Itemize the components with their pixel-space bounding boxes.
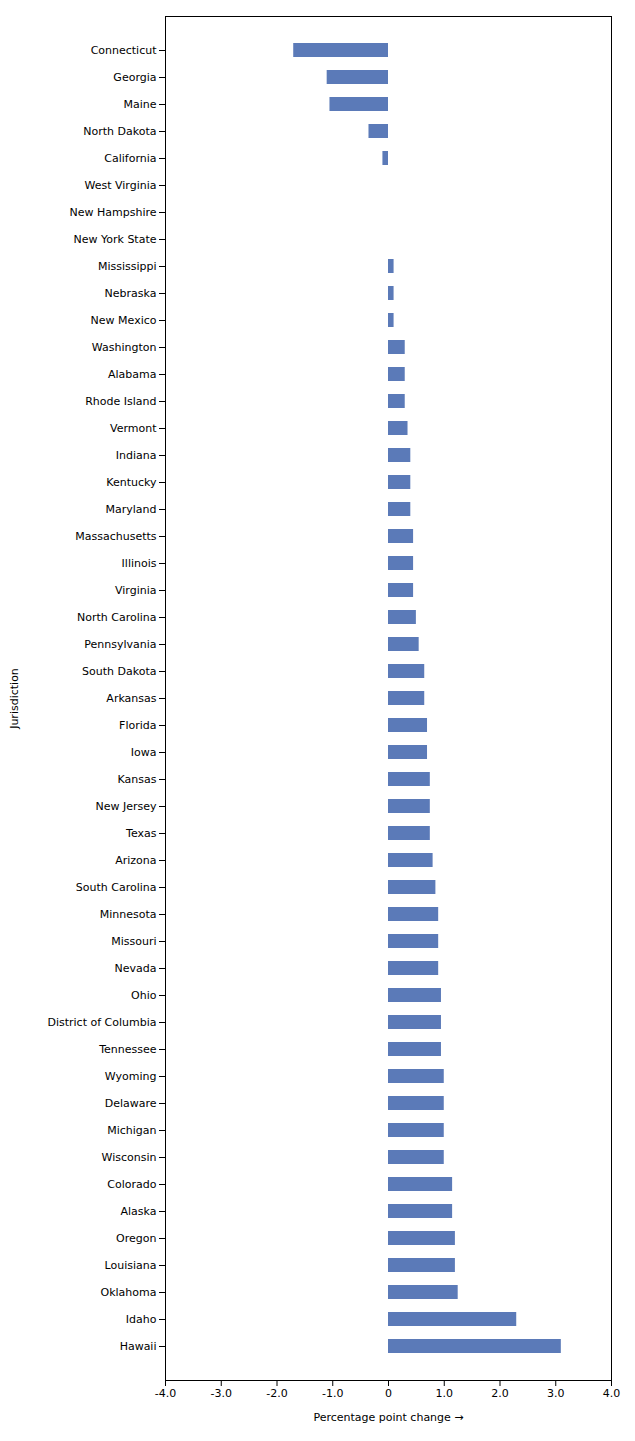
- svg-text:0: 0: [385, 1387, 392, 1400]
- svg-text:Alabama: Alabama: [108, 368, 157, 381]
- svg-text:3.0: 3.0: [547, 1387, 565, 1400]
- svg-text:New Hampshire: New Hampshire: [69, 206, 156, 219]
- svg-text:2.0: 2.0: [491, 1387, 509, 1400]
- svg-text:Pennsylvania: Pennsylvania: [84, 638, 156, 651]
- svg-text:-1.0: -1.0: [322, 1387, 343, 1400]
- svg-text:North Carolina: North Carolina: [77, 611, 157, 624]
- svg-text:Colorado: Colorado: [107, 1178, 156, 1191]
- svg-text:Massachusetts: Massachusetts: [75, 530, 157, 543]
- svg-text:North Dakota: North Dakota: [83, 125, 156, 138]
- svg-text:West Virginia: West Virginia: [84, 179, 156, 192]
- svg-text:Wisconsin: Wisconsin: [102, 1151, 157, 1164]
- svg-text:South Carolina: South Carolina: [76, 881, 157, 894]
- svg-text:Wyoming: Wyoming: [105, 1070, 157, 1083]
- svg-text:Indiana: Indiana: [116, 449, 157, 462]
- svg-text:Florida: Florida: [119, 719, 156, 732]
- svg-text:Iowa: Iowa: [131, 746, 157, 759]
- svg-text:Ohio: Ohio: [131, 989, 157, 1002]
- svg-text:Washington: Washington: [92, 341, 157, 354]
- svg-text:Minnesota: Minnesota: [100, 908, 157, 921]
- svg-text:New Mexico: New Mexico: [91, 314, 157, 327]
- svg-text:Missouri: Missouri: [111, 935, 156, 948]
- svg-text:Jurisdiction: Jurisdiction: [8, 668, 21, 730]
- svg-text:Tennessee: Tennessee: [98, 1043, 157, 1056]
- svg-text:Maine: Maine: [123, 98, 156, 111]
- svg-text:Maryland: Maryland: [105, 503, 156, 516]
- svg-text:Kentucky: Kentucky: [106, 476, 157, 489]
- svg-text:Virginia: Virginia: [115, 584, 156, 597]
- svg-text:Illinois: Illinois: [122, 557, 157, 570]
- svg-text:Oregon: Oregon: [116, 1232, 156, 1245]
- svg-text:Mississippi: Mississippi: [98, 260, 157, 273]
- svg-text:New York State: New York State: [74, 233, 157, 246]
- svg-text:Michigan: Michigan: [107, 1124, 156, 1137]
- svg-text:Idaho: Idaho: [126, 1313, 157, 1326]
- svg-text:Arkansas: Arkansas: [106, 692, 156, 705]
- svg-text:Nevada: Nevada: [115, 962, 157, 975]
- svg-text:California: California: [104, 152, 156, 165]
- svg-text:Vermont: Vermont: [110, 422, 157, 435]
- svg-text:Texas: Texas: [125, 827, 157, 840]
- svg-text:1.0: 1.0: [436, 1387, 454, 1400]
- svg-text:New Jersey: New Jersey: [95, 800, 157, 813]
- svg-text:District of Columbia: District of Columbia: [47, 1016, 156, 1029]
- svg-text:Oklahoma: Oklahoma: [101, 1286, 157, 1299]
- svg-text:Alaska: Alaska: [121, 1205, 157, 1218]
- svg-text:Percentage point change →: Percentage point change →: [313, 1411, 463, 1424]
- svg-text:Connecticut: Connecticut: [91, 44, 158, 57]
- svg-text:-2.0: -2.0: [266, 1387, 287, 1400]
- svg-text:4.0: 4.0: [603, 1387, 621, 1400]
- svg-text:Nebraska: Nebraska: [105, 287, 157, 300]
- svg-text:Louisiana: Louisiana: [105, 1259, 157, 1272]
- svg-text:Georgia: Georgia: [113, 71, 156, 84]
- svg-text:Kansas: Kansas: [118, 773, 157, 786]
- svg-text:Hawaii: Hawaii: [120, 1340, 157, 1353]
- svg-text:South Dakota: South Dakota: [82, 665, 156, 678]
- svg-text:Rhode Island: Rhode Island: [85, 395, 156, 408]
- svg-text:Arizona: Arizona: [115, 854, 156, 867]
- svg-text:Delaware: Delaware: [105, 1097, 157, 1110]
- svg-text:-3.0: -3.0: [211, 1387, 232, 1400]
- svg-text:-4.0: -4.0: [155, 1387, 176, 1400]
